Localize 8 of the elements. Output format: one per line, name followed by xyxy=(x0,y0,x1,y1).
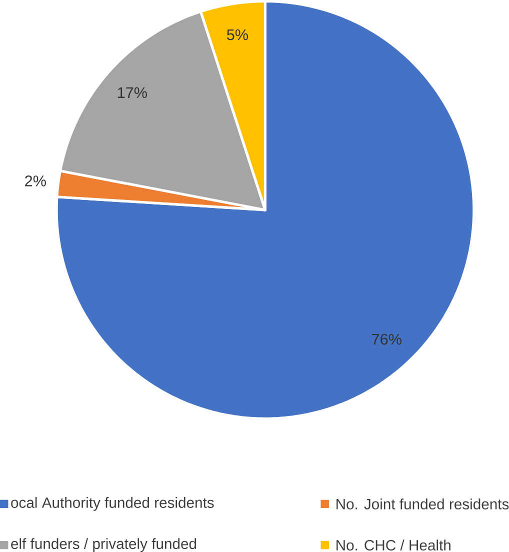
legend-label: elf funders / privately funded xyxy=(11,538,196,552)
legend-label: No. Joint funded residents xyxy=(336,498,509,510)
legend-label: ocal Authority funded residents xyxy=(11,497,214,511)
legend-label: No. CHC / Health xyxy=(336,540,450,551)
data-label: 17% xyxy=(118,87,147,98)
data-label: 5% xyxy=(226,29,248,40)
data-label: 2% xyxy=(24,176,46,186)
data-label: 76% xyxy=(372,334,402,345)
